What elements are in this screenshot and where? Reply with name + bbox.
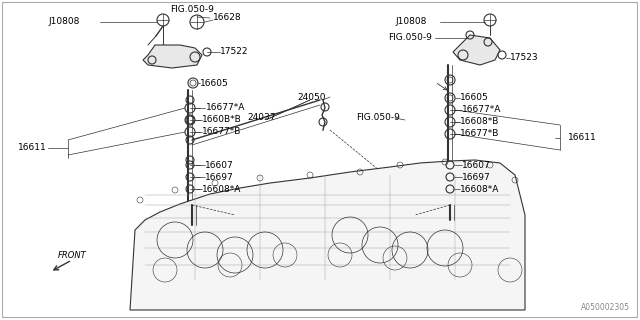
Text: 16607: 16607 [462,161,491,170]
Polygon shape [453,35,500,65]
Text: 16677*A: 16677*A [462,106,501,115]
Text: 16608*A: 16608*A [460,185,499,194]
Text: 16605: 16605 [200,78,228,87]
Text: 16608*A: 16608*A [202,185,241,194]
Text: J10808: J10808 [48,18,79,27]
Text: 24050: 24050 [297,92,326,101]
Polygon shape [143,45,202,68]
Text: 16677*B: 16677*B [460,130,499,139]
Text: FIG.050-9: FIG.050-9 [170,5,214,14]
Text: J10808: J10808 [395,18,426,27]
Text: 16605: 16605 [460,93,489,102]
Text: 1660B*B: 1660B*B [202,116,242,124]
Text: FIG.050-9: FIG.050-9 [356,114,400,123]
Text: 16677*A: 16677*A [206,103,245,113]
Text: 16677*B: 16677*B [202,127,241,137]
Text: 16611: 16611 [18,143,47,153]
Text: FIG.050-9: FIG.050-9 [388,34,432,43]
Text: 24037: 24037 [247,114,275,123]
Text: 17523: 17523 [510,53,539,62]
Text: 16697: 16697 [462,172,491,181]
Text: 16628: 16628 [213,13,242,22]
Text: A050002305: A050002305 [581,303,630,312]
Text: 17522: 17522 [220,47,248,57]
Text: 16607: 16607 [205,161,234,170]
Text: 16608*B: 16608*B [460,117,499,126]
Text: 16611: 16611 [568,133,596,142]
Polygon shape [130,160,525,310]
Text: FRONT: FRONT [58,251,86,260]
Text: 16697: 16697 [205,172,234,181]
